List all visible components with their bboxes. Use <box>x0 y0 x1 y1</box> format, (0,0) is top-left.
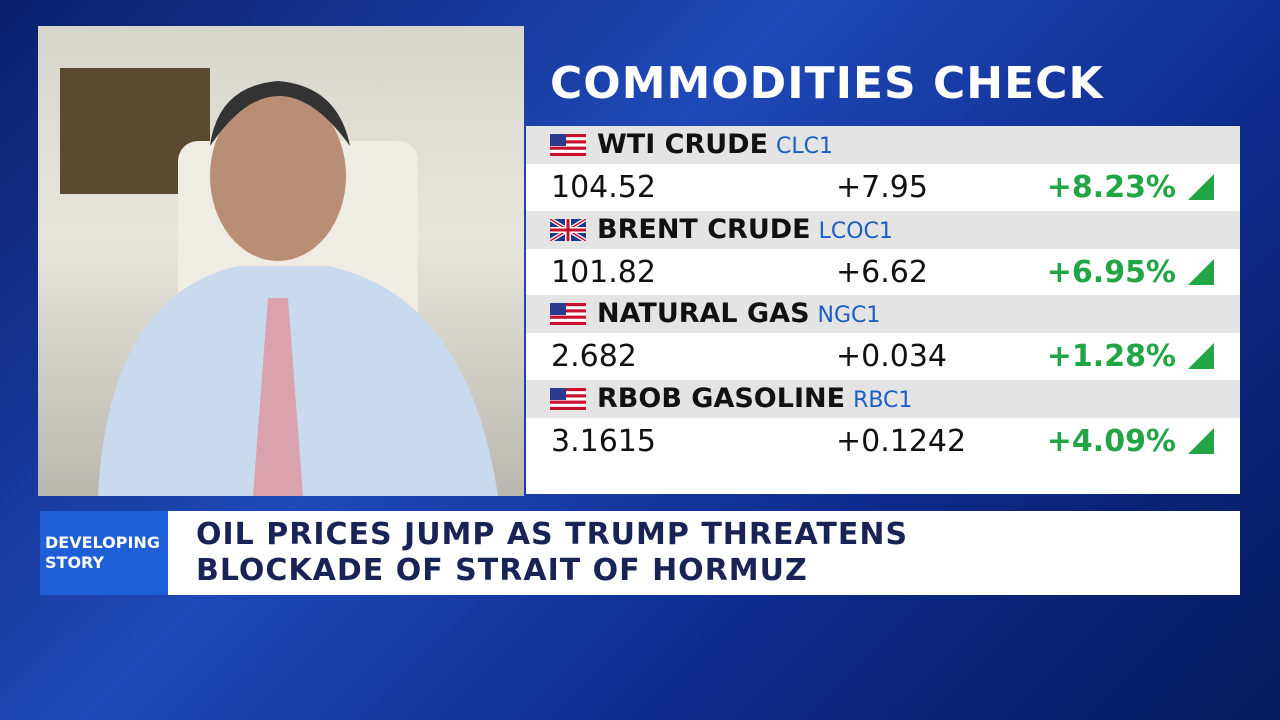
flag <box>550 134 586 156</box>
name: BRENT CRUDE <box>597 213 811 245</box>
change: +0.1242 <box>836 423 967 459</box>
headline-line: OIL PRICES JUMP AS TRUMP THREATENS <box>196 517 909 552</box>
commodity-name: WTI CRUDE CLC1 <box>597 129 833 160</box>
trend-arrow <box>1188 258 1214 285</box>
commodity-name: RBOB GASOLINE RBC1 <box>597 383 912 414</box>
title: COMMODITIES CHECK <box>550 58 1104 109</box>
percent-change: +6.95% <box>1046 254 1176 290</box>
trend-arrow <box>1188 427 1214 454</box>
trend-arrow <box>1188 343 1214 369</box>
commodity-name: BRENT CRUDE LCOC1 <box>597 214 893 245</box>
percent-change: +4.09% <box>1046 423 1176 459</box>
price: 101.82 <box>551 254 656 290</box>
row-values: 104.52 +7.95 +8.23% <box>526 164 1240 210</box>
label-line: STORY <box>45 553 105 572</box>
headline-line: BLOCKADE OF STRAIT OF HORMUZ <box>196 553 808 588</box>
video-feed <box>38 26 524 496</box>
flag <box>550 218 586 241</box>
percent-change: +8.23% <box>1046 170 1176 205</box>
commodities-table: WTI CRUDE CLC1 104.52 +7.95 +8.23% BRENT C… <box>526 126 1240 494</box>
row-header: NATURAL GAS NGC1 <box>526 295 1240 333</box>
change: +0.034 <box>836 339 948 374</box>
row-values: 101.82 +6.62 +6.95% <box>526 248 1240 295</box>
banner-label: DEVELOPING STORY <box>40 511 168 595</box>
ticker: LCOC1 <box>818 218 893 244</box>
change: +7.95 <box>836 170 928 205</box>
row-values: 3.1615 +0.1242 +4.09% <box>526 417 1240 464</box>
price: 3.1615 <box>551 423 656 459</box>
percent-change: +1.28% <box>1046 339 1176 374</box>
price: 2.682 <box>551 339 637 374</box>
row-values: 2.682 +0.034 +1.28% <box>526 333 1240 379</box>
ticker: RBC1 <box>853 387 913 413</box>
row-header: WTI CRUDE CLC1 <box>526 126 1240 164</box>
flag <box>550 303 586 325</box>
row-header: RBOB GASOLINE RBC1 <box>526 379 1240 418</box>
name: WTI CRUDE <box>597 129 769 160</box>
name: NATURAL GAS <box>597 298 810 329</box>
commodity-name: NATURAL GAS NGC1 <box>597 298 880 329</box>
headline: OIL PRICES JUMP AS TRUMP THREATENS BLOCK… <box>168 511 1240 595</box>
video-image <box>60 68 498 496</box>
ticker: NGC1 <box>817 303 881 328</box>
label-line: DEVELOPING <box>45 533 160 552</box>
name: RBOB GASOLINE <box>597 382 846 414</box>
price: 104.52 <box>551 170 656 205</box>
ticker: CLC1 <box>776 134 834 159</box>
trend-arrow <box>1188 174 1214 200</box>
change: +6.62 <box>836 254 928 290</box>
row-header: BRENT CRUDE LCOC1 <box>526 210 1240 249</box>
flag <box>550 387 586 410</box>
